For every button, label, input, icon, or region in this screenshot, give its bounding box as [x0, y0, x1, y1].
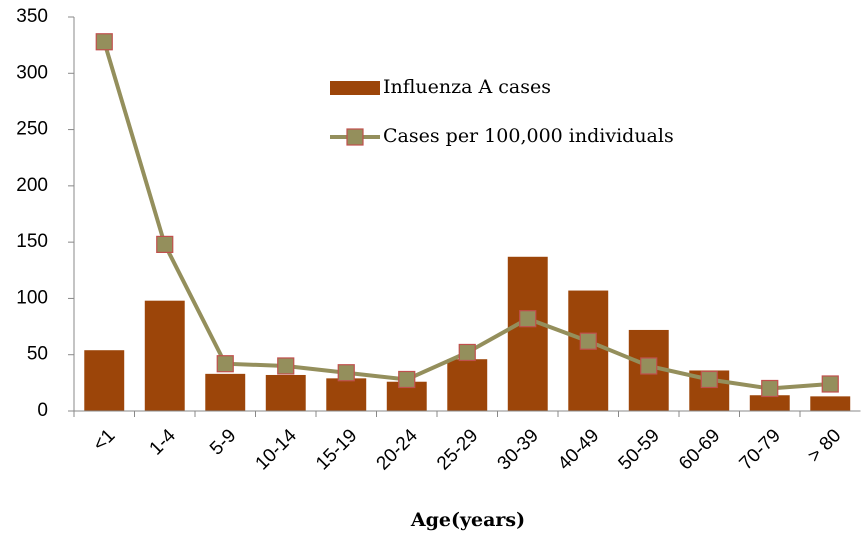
marker [640, 357, 658, 375]
x-tick-label: 15-19 [312, 425, 361, 474]
y-tick-label: 100 [16, 287, 48, 308]
y-tick-label: 150 [16, 231, 48, 252]
legend-swatch [330, 81, 380, 95]
x-tick-label: 25-29 [433, 425, 482, 474]
marker [579, 332, 597, 350]
x-tick-label: 1-4 [146, 425, 181, 460]
x-tick-label: 70-79 [736, 425, 785, 474]
marker [277, 357, 295, 375]
x-tick-label: 50-59 [615, 425, 664, 474]
bar [810, 396, 851, 411]
marker [398, 370, 416, 389]
bar [84, 350, 125, 411]
marker [156, 235, 174, 253]
x-tick-label: 60-69 [675, 425, 724, 474]
y-tick-label: 200 [16, 175, 48, 196]
x-tick-label: 20-24 [373, 425, 423, 475]
marker [700, 370, 718, 389]
bar [144, 300, 185, 411]
x-tick-label: 30-39 [494, 425, 543, 474]
marker [458, 343, 476, 362]
bar [326, 378, 367, 411]
bar [205, 373, 246, 411]
y-tick-label: 300 [16, 62, 48, 83]
x-tick-label: <1 [89, 425, 119, 455]
bar [447, 359, 488, 411]
legend-label: Influenza A cases [383, 76, 551, 98]
marker [337, 364, 355, 382]
y-tick-label: 0 [37, 400, 48, 421]
x-tick-label: 5-9 [206, 425, 240, 459]
bar [568, 290, 609, 411]
bar [749, 395, 790, 411]
marker [95, 33, 113, 51]
y-tick-label: 50 [27, 344, 48, 365]
legend-label: Cases per 100,000 individuals [383, 125, 674, 147]
bar [507, 256, 548, 411]
marker [519, 310, 537, 328]
bar [265, 374, 306, 411]
x-axis-title: Age(years) [410, 509, 525, 531]
marker [761, 379, 779, 398]
legend-swatch [346, 128, 364, 146]
y-tick-label: 350 [16, 6, 48, 27]
marker [821, 375, 839, 393]
x-tick-label: 10-14 [252, 425, 302, 475]
x-tick-label: > 80 [804, 425, 845, 466]
y-tick-label: 250 [16, 119, 48, 140]
marker [216, 355, 234, 373]
x-tick-label: 40-49 [554, 425, 603, 474]
